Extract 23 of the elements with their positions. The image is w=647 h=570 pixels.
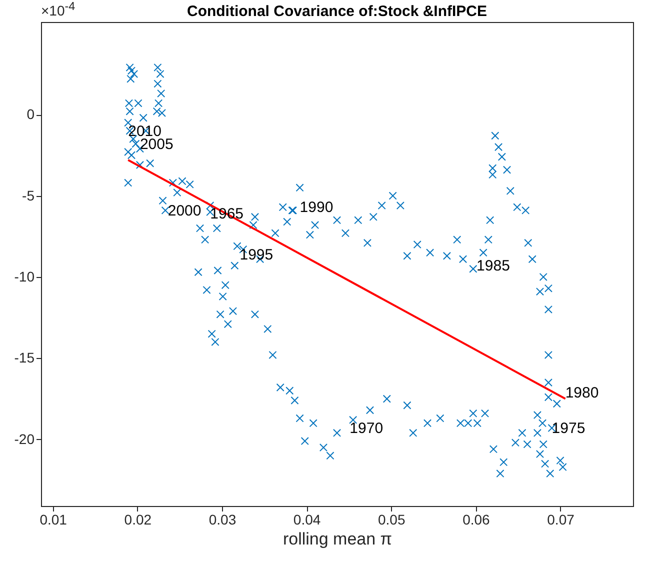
annotation: 1980: [565, 384, 599, 402]
text: ×10$^{-4}$: [41, 0, 76, 19]
y-tick-label: -20: [14, 430, 35, 447]
x-tick-label: 0.06: [462, 512, 490, 528]
x-tick-label: 0.03: [208, 512, 236, 528]
x-axis-title: rolling mean π: [282, 530, 392, 548]
x-tick-label: 0.07: [547, 512, 575, 528]
annotation: 2000: [168, 202, 202, 220]
annotation: 1995: [240, 246, 274, 264]
y-tick-label: 0: [26, 106, 35, 122]
x-tick-label: 0.05: [378, 512, 406, 528]
x-tick-label: 0.02: [124, 512, 152, 528]
annotation: 1970: [350, 420, 384, 438]
x-tick-label: 0.01: [40, 512, 68, 528]
annotation: 1985: [476, 258, 510, 275]
annotation: 1975: [552, 420, 586, 438]
y-tick-label: -5: [22, 187, 35, 204]
x-tick-label: 0.04: [293, 512, 321, 528]
y-tick-label: -15: [14, 350, 35, 366]
y-tick-label: -10: [14, 268, 35, 284]
annotation: 1990: [300, 199, 334, 216]
chart-title: Conditional Covariance of:Stock &InfIPCE: [186, 3, 488, 20]
annotation: 2005: [140, 136, 174, 153]
